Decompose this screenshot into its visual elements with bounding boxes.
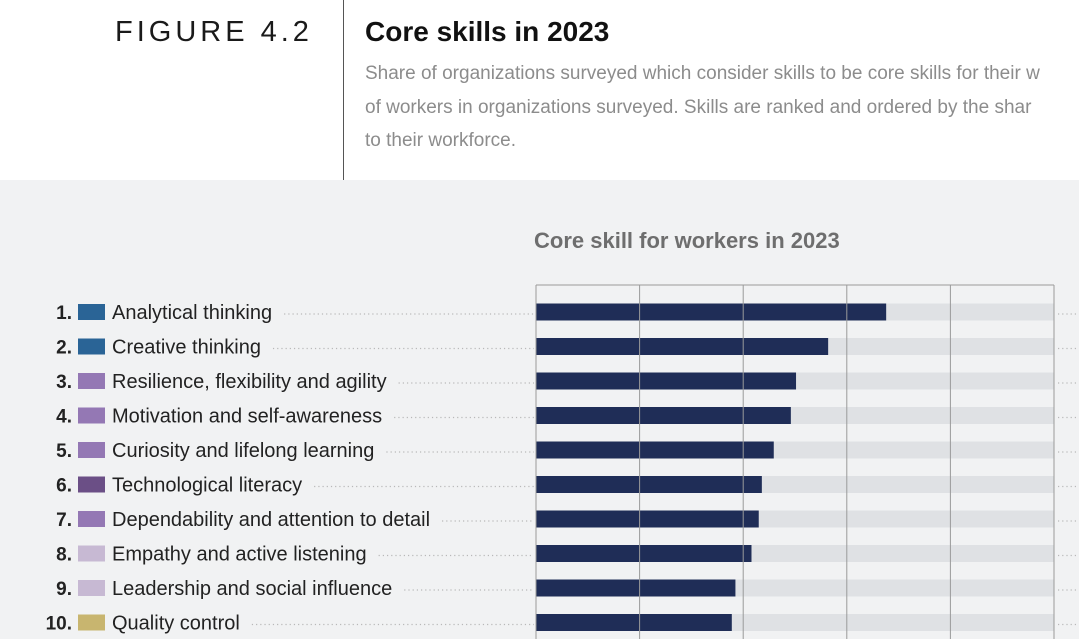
skill-label: Motivation and self-awareness bbox=[112, 406, 382, 428]
skill-label: Analytical thinking bbox=[112, 302, 272, 324]
skill-rank: 2. bbox=[56, 338, 72, 359]
skill-category-swatch bbox=[78, 304, 105, 320]
skill-rank: 6. bbox=[56, 476, 72, 497]
skill-category-swatch bbox=[78, 373, 105, 389]
bar bbox=[536, 338, 829, 355]
skill-label: Technological literacy bbox=[112, 475, 302, 497]
bar bbox=[536, 476, 762, 493]
skill-category-swatch bbox=[78, 476, 105, 493]
bar bbox=[536, 614, 732, 631]
skill-label: Dependability and attention to detail bbox=[112, 509, 430, 531]
skill-label: Creative thinking bbox=[112, 337, 261, 359]
skill-rank: 8. bbox=[56, 545, 72, 566]
skill-category-swatch bbox=[78, 614, 105, 631]
skill-category-swatch bbox=[78, 580, 105, 596]
skill-label: Leadership and social influence bbox=[112, 578, 392, 600]
skill-label: Empathy and active listening bbox=[112, 544, 367, 566]
skill-category-swatch bbox=[78, 511, 105, 527]
skill-rank: 5. bbox=[56, 441, 72, 462]
chart-title: Core skill for workers in 2023 bbox=[534, 228, 840, 253]
header-divider bbox=[343, 0, 344, 180]
skill-rank: 1. bbox=[56, 303, 72, 324]
skill-label: Curiosity and lifelong learning bbox=[112, 440, 374, 462]
skill-rank: 7. bbox=[56, 510, 72, 531]
subtitle-line-1: Share of organizations surveyed which co… bbox=[365, 63, 1040, 84]
skill-label: Resilience, flexibility and agility bbox=[112, 371, 387, 393]
skill-category-swatch bbox=[78, 407, 105, 424]
bar bbox=[536, 545, 752, 562]
skill-label: Quality control bbox=[112, 613, 240, 635]
bar bbox=[536, 303, 887, 321]
figure-subtitle: Share of organizations surveyed which co… bbox=[365, 57, 1079, 158]
subtitle-line-2: of workers in organizations surveyed. Sk… bbox=[365, 96, 1032, 118]
skill-rank: 10. bbox=[46, 614, 72, 635]
skill-category-swatch bbox=[78, 338, 105, 355]
skill-rank: 3. bbox=[56, 372, 72, 393]
bar bbox=[536, 510, 759, 528]
bar bbox=[536, 579, 736, 597]
figure-header: FIGURE 4.2 Core skills in 2023 Share of … bbox=[0, 0, 1079, 180]
figure-label: FIGURE 4.2 bbox=[115, 16, 313, 48]
skill-category-swatch bbox=[78, 545, 105, 562]
skill-rank: 9. bbox=[56, 579, 72, 600]
bar bbox=[536, 372, 797, 390]
skill-rank: 4. bbox=[56, 407, 72, 428]
figure-title: Core skills in 2023 bbox=[365, 16, 610, 47]
skill-category-swatch bbox=[78, 442, 105, 458]
bar bbox=[536, 441, 774, 459]
subtitle-line-3: to their workforce. bbox=[365, 130, 516, 151]
bar bbox=[536, 407, 791, 424]
